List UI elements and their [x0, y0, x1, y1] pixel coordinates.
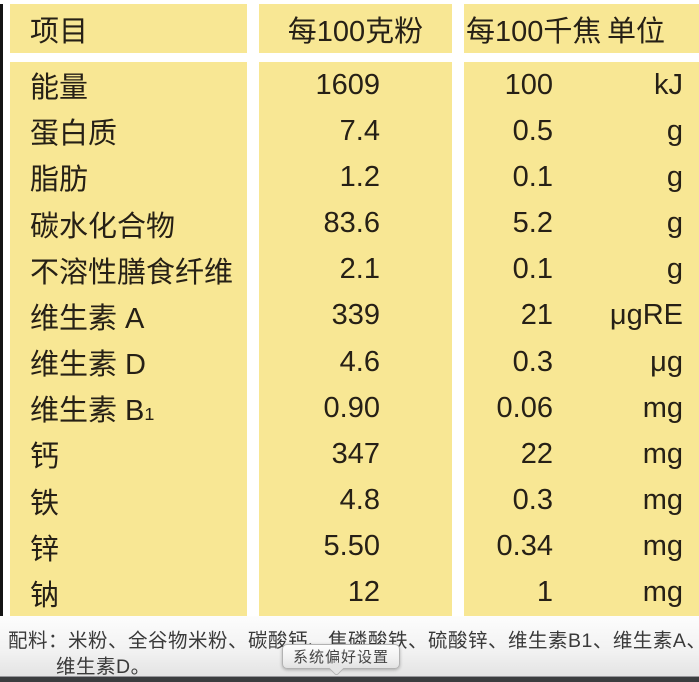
- value-unit: g: [666, 207, 683, 240]
- dock-edge-bar: [0, 676, 699, 682]
- nutrition-table-body: 能量 1609 100 kJ 蛋白质 7.4 0.5 g 脂肪 1.2 0.1 …: [10, 62, 699, 616]
- value-unit: g: [666, 114, 683, 147]
- value-per100kj: 100: [504, 68, 553, 101]
- value-per100g: 83.6: [323, 207, 380, 240]
- value-unit: mg: [642, 576, 683, 609]
- table-row: 碳水化合物 83.6 5.2 g: [10, 201, 699, 247]
- value-per100kj: 0.1: [512, 160, 553, 193]
- value-per100g: 347: [331, 437, 380, 470]
- header-cell-bg-per100g: [259, 4, 452, 53]
- row-label-subscript: 1: [144, 404, 155, 425]
- table-row: 能量 1609 100 kJ: [10, 62, 699, 108]
- value-per100kj: 0.06: [496, 391, 553, 424]
- table-row: 铁 4.8 0.3 mg: [10, 478, 699, 524]
- value-unit: g: [666, 160, 683, 193]
- table-row: 维生素 D 4.6 0.3 μg: [10, 339, 699, 385]
- table-row: 维生素 B1 0.90 0.06 mg: [10, 385, 699, 431]
- ingredients-line-1: 配料：米粉、全谷物米粉、碳酸钙、焦磷酸铁、硫酸锌、维生素B1、维生素A、: [8, 630, 699, 652]
- value-per100kj: 1: [536, 576, 553, 609]
- column-header-item: 项目: [30, 15, 89, 48]
- column-header-unit: 单位: [606, 15, 665, 48]
- value-unit: mg: [642, 530, 683, 563]
- value-per100kj: 0.3: [512, 484, 553, 517]
- table-header-row: 项目 每100克粉 每100千焦 单位: [10, 4, 699, 53]
- value-per100g: 1609: [315, 68, 380, 101]
- value-per100kj: 5.2: [512, 207, 553, 240]
- body-column-bg-item: [10, 62, 247, 616]
- value-per100g: 12: [347, 576, 380, 609]
- table-row: 维生素 A 339 21 μgRE: [10, 293, 699, 339]
- table-row: 脂肪 1.2 0.1 g: [10, 154, 699, 200]
- value-per100kj: 0.3: [512, 345, 553, 378]
- value-per100kj: 22: [520, 437, 553, 470]
- row-label: 钙: [30, 441, 60, 474]
- column-header-group: 每100千焦 单位: [464, 8, 699, 50]
- header-cell-bg-per100kj-unit: [464, 4, 699, 53]
- value-per100g: 0.90: [323, 391, 380, 424]
- value-per100g: 2.1: [339, 253, 380, 286]
- column-header-per100g: 每100克粉: [287, 15, 424, 48]
- table-row: 不溶性膳食纤维 2.1 0.1 g: [10, 247, 699, 293]
- row-label: 锌: [30, 533, 60, 566]
- value-per100g: 4.6: [339, 345, 380, 378]
- ingredients-line-2: 维生素D。: [56, 656, 151, 678]
- row-label: 铁: [30, 487, 60, 520]
- tooltip-label: 系统偏好设置: [293, 649, 390, 666]
- table-row: 锌 5.50 0.34 mg: [10, 524, 699, 570]
- table-row: 蛋白质 7.4 0.5 g: [10, 108, 699, 154]
- row-label: 维生素 A: [30, 302, 145, 335]
- row-label: 蛋白质: [30, 118, 118, 151]
- value-unit: mg: [642, 437, 683, 470]
- row-label: 能量: [30, 72, 89, 105]
- value-unit: μgRE: [609, 299, 683, 332]
- row-label: 不溶性膳食纤维: [30, 256, 234, 289]
- value-per100kj: 0.1: [512, 253, 553, 286]
- row-label: 脂肪: [30, 164, 89, 197]
- value-per100g: 5.50: [323, 530, 380, 563]
- row-label-text: 维生素 B: [30, 395, 145, 428]
- value-per100g: 339: [331, 299, 380, 332]
- value-per100kj: 0.5: [512, 114, 553, 147]
- table-left-border: [0, 4, 3, 616]
- row-label: 维生素 D: [30, 349, 147, 382]
- value-unit: mg: [642, 391, 683, 424]
- value-per100kj: 0.34: [496, 530, 553, 563]
- value-per100g: 7.4: [339, 114, 380, 147]
- value-per100g: 4.8: [339, 484, 380, 517]
- value-unit: g: [666, 253, 683, 286]
- row-label: 钠: [30, 579, 60, 612]
- value-unit: mg: [642, 484, 683, 517]
- row-label: 碳水化合物: [30, 210, 176, 243]
- header-cell-bg-item: [10, 4, 247, 53]
- table-row: 钠 12 1 mg: [10, 570, 699, 616]
- body-column-bg-per100kj-unit: [464, 62, 699, 616]
- body-column-bg-per100g: [259, 62, 452, 616]
- row-label: 维生素 B1: [10, 387, 247, 429]
- value-unit: kJ: [654, 68, 683, 101]
- value-unit: μg: [650, 345, 683, 378]
- column-header-per100kj: 每100千焦: [466, 15, 602, 48]
- value-per100g: 1.2: [339, 160, 380, 193]
- value-per100kj: 21: [520, 299, 553, 332]
- table-row: 钙 347 22 mg: [10, 431, 699, 477]
- tooltip-system-preferences: 系统偏好设置: [282, 644, 401, 677]
